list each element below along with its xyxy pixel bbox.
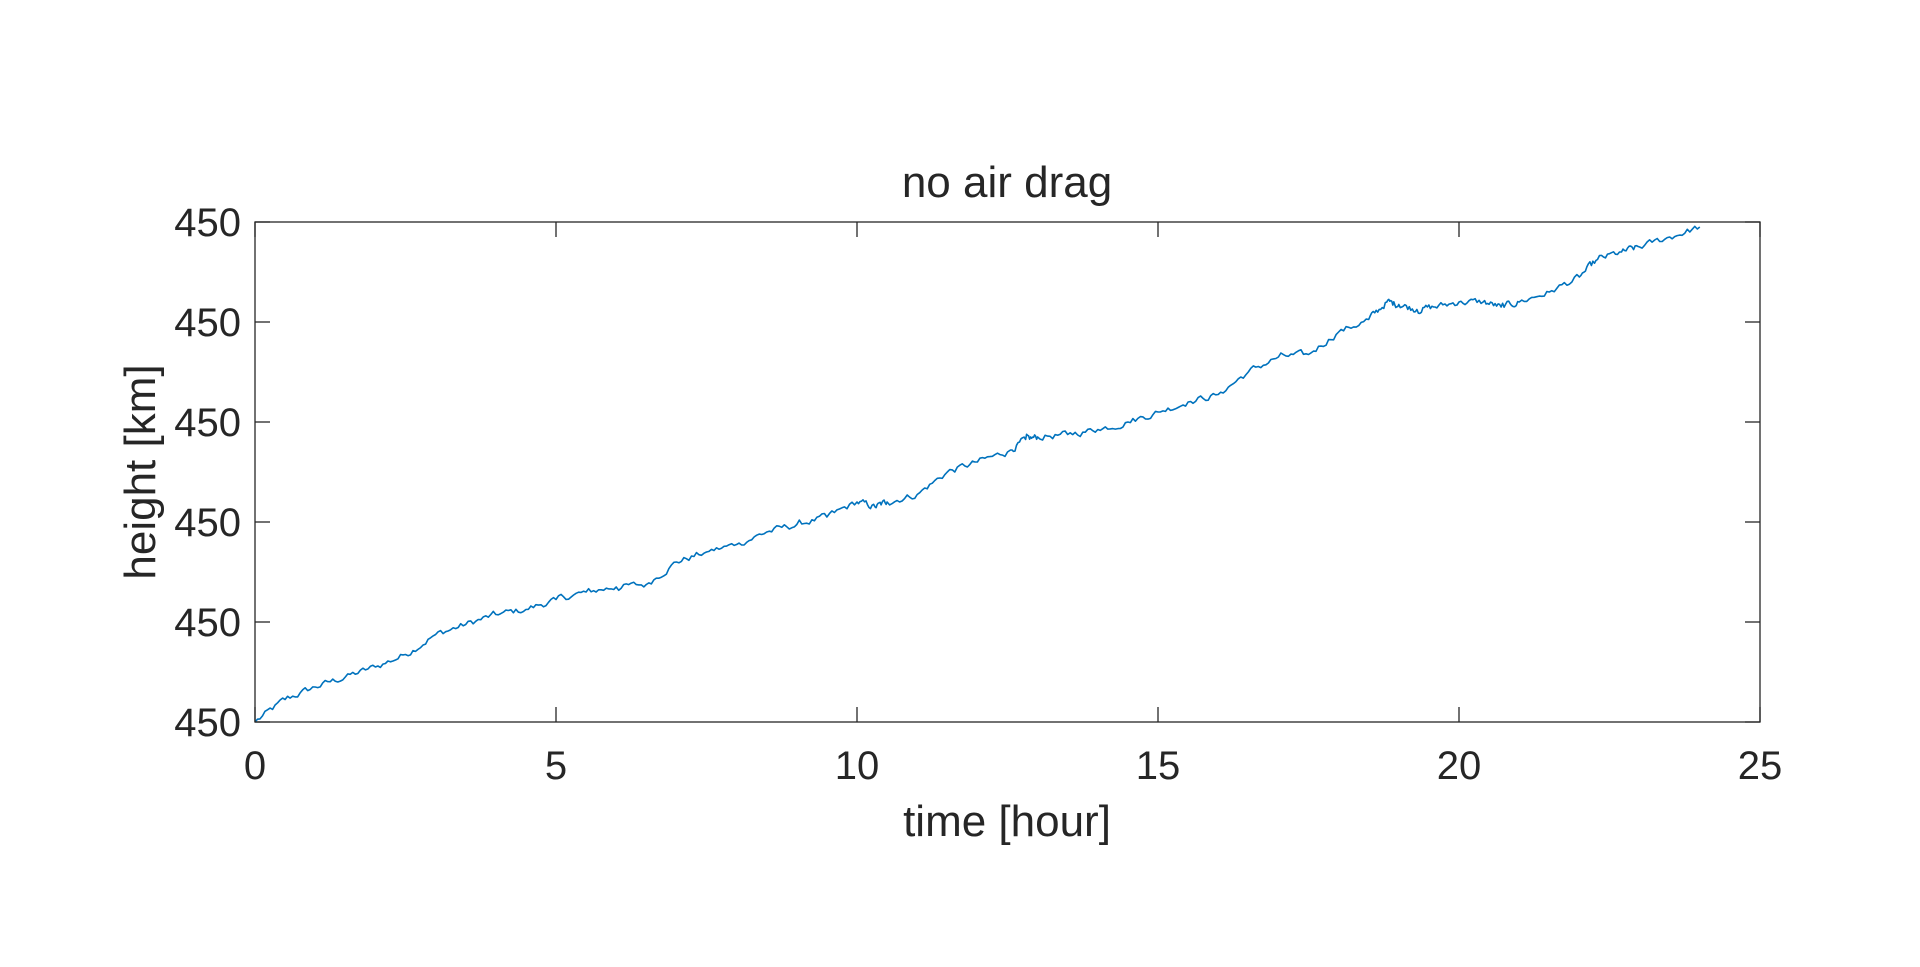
x-tick-label: 10 — [835, 744, 880, 788]
y-tick-labels: 450 450 450 450 450 450 — [174, 201, 241, 745]
x-tick-label: 15 — [1136, 744, 1181, 788]
x-tick-label: 0 — [244, 744, 266, 788]
y-tick-label: 450 — [174, 701, 241, 745]
y-tick-label: 450 — [174, 601, 241, 645]
y-axis-label: height [km] — [116, 364, 165, 579]
plot-area-background — [255, 222, 1760, 722]
x-tick-label: 25 — [1738, 744, 1783, 788]
x-axis-label: time [hour] — [903, 797, 1111, 846]
y-tick-label: 450 — [174, 201, 241, 245]
x-tick-label: 5 — [545, 744, 567, 788]
x-tick-label: 20 — [1437, 744, 1482, 788]
series-line-height — [254, 225, 1701, 723]
chart-title: no air drag — [902, 158, 1112, 207]
x-tick-labels: 0 5 10 15 20 25 — [244, 744, 1782, 788]
y-tick-label: 450 — [174, 301, 241, 345]
y-tick-label: 450 — [174, 501, 241, 545]
plot-frame — [254, 221, 1761, 723]
y-tick-label: 450 — [174, 401, 241, 445]
